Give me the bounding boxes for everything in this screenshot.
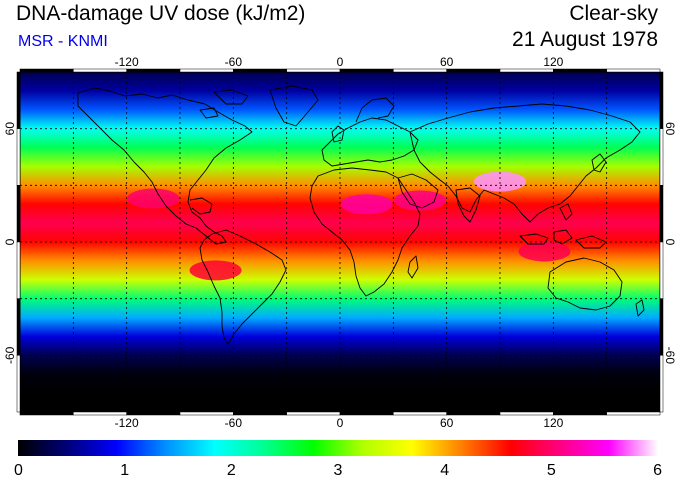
frame-tick-bar <box>19 68 74 73</box>
lon-label-bottom: -120 <box>115 416 139 430</box>
lon-label-bottom: 0 <box>337 416 344 430</box>
frame-tick-bar <box>499 68 554 73</box>
frame-tick-bar <box>16 128 21 186</box>
lon-label-top: -120 <box>115 55 139 69</box>
coast-arctic-islands <box>199 89 249 119</box>
frame-tick-bar <box>606 411 661 416</box>
coast-south-america <box>199 229 287 345</box>
frame-tick-bar <box>446 411 501 416</box>
frame-tick-bar <box>286 411 341 416</box>
lon-label-top: 60 <box>440 55 454 69</box>
lon-label-top: 120 <box>543 55 563 69</box>
coastlines <box>20 85 660 399</box>
frame-tick-bar <box>499 411 554 416</box>
frame-tick-bar <box>339 411 394 416</box>
frame-tick-bar <box>553 68 607 73</box>
frame-tick-bar <box>16 298 21 356</box>
frame-tick-bar <box>16 71 21 129</box>
frame-tick-bar <box>393 411 447 416</box>
frame-tick-bar <box>179 411 234 416</box>
coast-madagascar <box>407 255 419 279</box>
hotspot-mexico <box>127 188 180 209</box>
frame-tick-bar <box>233 68 287 73</box>
lon-label-top: 0 <box>337 55 344 69</box>
frame-tick-bar <box>659 71 664 129</box>
frame-tick-bar <box>126 68 181 73</box>
colorbar <box>18 440 658 456</box>
frame-tick-bar <box>286 68 341 73</box>
frame-tick-bar <box>606 68 661 73</box>
frame-tick-bar <box>73 68 127 73</box>
frame-tick-bar <box>553 411 607 416</box>
frame-tick-bar <box>73 411 127 416</box>
coast-arabia <box>397 173 439 209</box>
lon-label-bottom: 120 <box>543 416 563 430</box>
hotspot-indonesia <box>518 241 571 262</box>
frame-tick-bar <box>339 68 394 73</box>
coast-europe <box>321 117 419 167</box>
hotspot-sahara <box>340 194 393 215</box>
frame-tick-bar <box>446 68 501 73</box>
frame-tick-bar <box>16 185 21 243</box>
frame-tick-bar <box>659 128 664 186</box>
coast-greenland <box>269 85 319 127</box>
colorbar-tick-label: 3 <box>334 462 343 479</box>
coast-new-zealand <box>635 299 645 317</box>
hotspot-tibetan-plateau <box>474 171 526 192</box>
lat-label-left: -60 <box>3 346 17 364</box>
lat-label-right: 0 <box>663 239 677 246</box>
coast-scandinavia <box>355 97 395 123</box>
lon-label-top: -60 <box>225 55 243 69</box>
frame-tick-bar <box>233 411 287 416</box>
coast-gulf <box>189 197 213 215</box>
coast-british-isles <box>331 125 345 143</box>
colorbar-tick-label: 0 <box>14 462 23 479</box>
frame-tick-bar <box>179 68 234 73</box>
colorbar-tick-label: 6 <box>653 462 662 479</box>
coast-north-america <box>77 87 253 245</box>
frame-tick-bar <box>16 355 21 413</box>
frame-tick-bar <box>16 241 21 299</box>
graticule <box>20 72 660 412</box>
hotspot-andes <box>189 260 242 281</box>
colorbar-tick-label: 5 <box>547 462 556 479</box>
lat-label-left: 60 <box>3 122 17 136</box>
coast-indonesia <box>519 203 607 249</box>
frame-tick-bar <box>659 298 664 356</box>
colorbar-tick-label: 4 <box>440 462 449 479</box>
map-title: DNA-damage UV dose (kJ/m2) <box>16 2 306 25</box>
frame-tick-bar <box>126 411 181 416</box>
lon-label-bottom: 60 <box>440 416 454 430</box>
lon-label-bottom: -60 <box>225 416 243 430</box>
source-label: MSR - KNMI <box>18 33 108 50</box>
coast-india <box>455 187 481 223</box>
lat-label-left: 0 <box>3 238 17 245</box>
coast-japan <box>591 153 607 173</box>
coast-australia <box>547 257 623 311</box>
frame-tick-bar <box>659 355 664 413</box>
colorbar-tick-label: 2 <box>227 462 236 479</box>
lat-label-right: -60 <box>663 347 677 365</box>
frame-tick-bar <box>659 185 664 243</box>
coast-africa <box>309 167 421 297</box>
frame-tick-bar <box>659 241 664 299</box>
condition-label: Clear-sky <box>569 2 658 25</box>
hotspot-arabia <box>394 190 446 211</box>
frame-tick-bar <box>393 68 447 73</box>
frame-tick-bar <box>19 411 74 416</box>
colorbar-tick-label: 1 <box>120 462 129 479</box>
coast-antarctica <box>20 391 660 399</box>
lat-label-right: 60 <box>663 122 677 136</box>
date-label: 21 August 1978 <box>512 28 658 51</box>
